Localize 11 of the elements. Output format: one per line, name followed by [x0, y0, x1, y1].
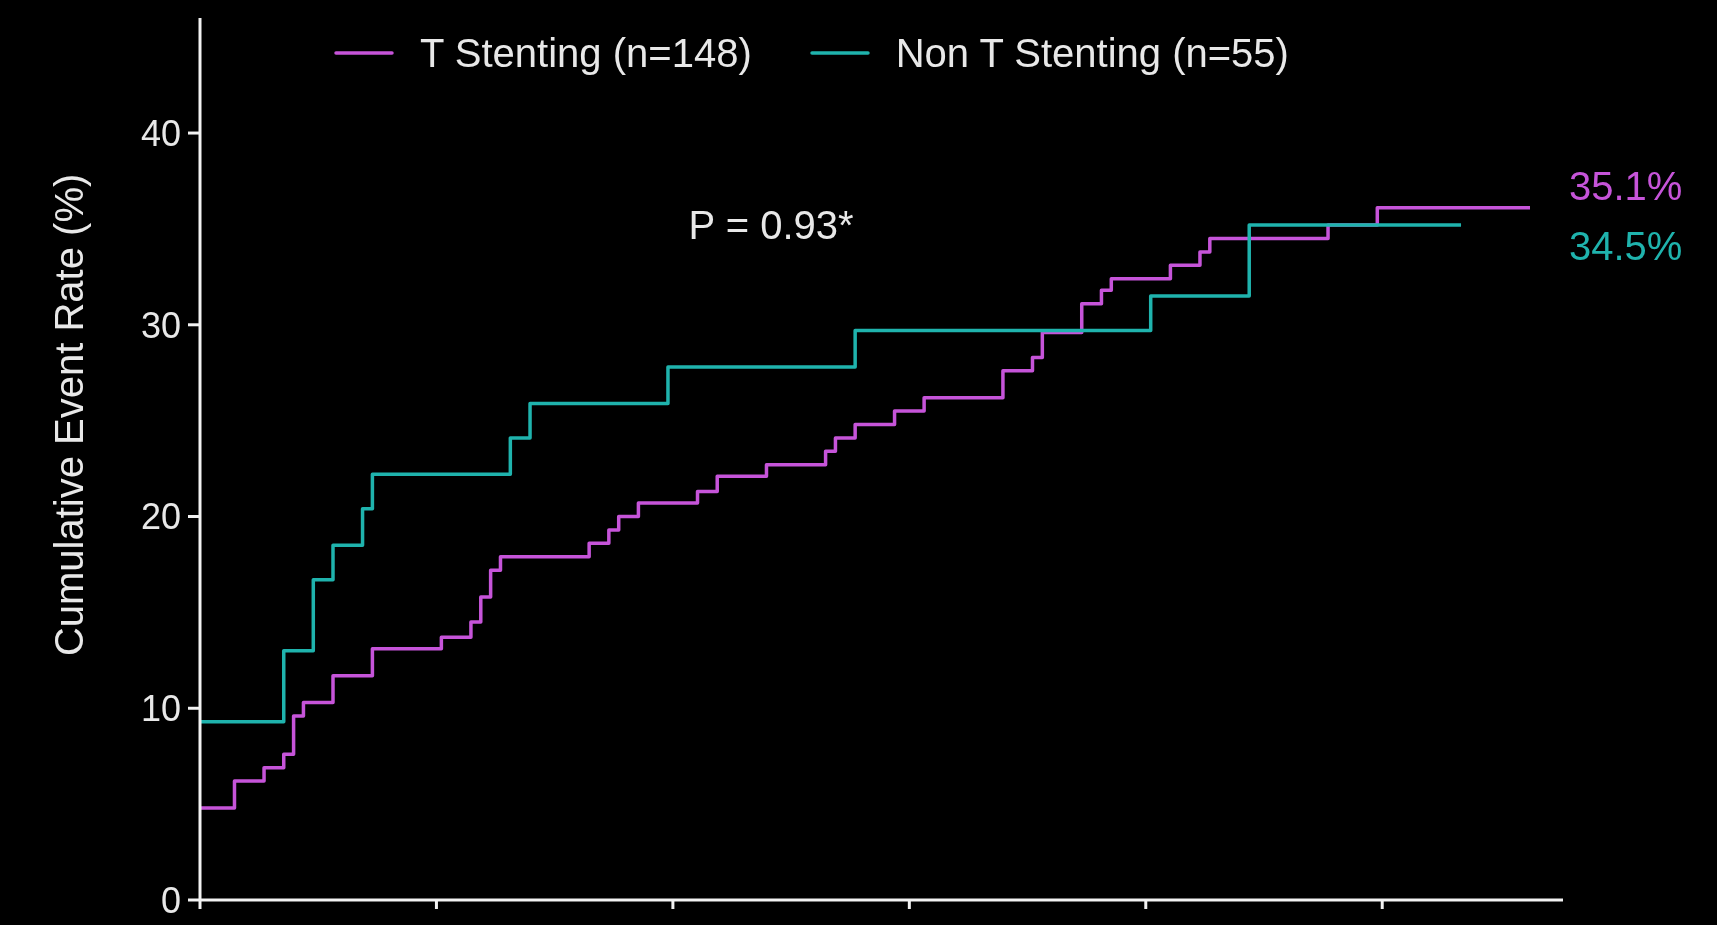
y-tick-label: 40 [140, 112, 181, 154]
y-tick-label: 10 [140, 688, 181, 730]
text: 35.1% [1569, 164, 1683, 209]
y-axis-title: Cumulative Event Rate (%) [47, 173, 91, 657]
legend-label: T Stenting (n=148) [420, 30, 752, 76]
y-tick-label: 30 [140, 304, 181, 346]
annotation: P = 0.93* [688, 203, 854, 248]
legend-label: Non T Stenting (n=55) [895, 30, 1289, 76]
y-tick-label: 0 [160, 879, 181, 921]
text: 34.5% [1569, 224, 1683, 269]
y-tick-label: 20 [140, 496, 181, 538]
